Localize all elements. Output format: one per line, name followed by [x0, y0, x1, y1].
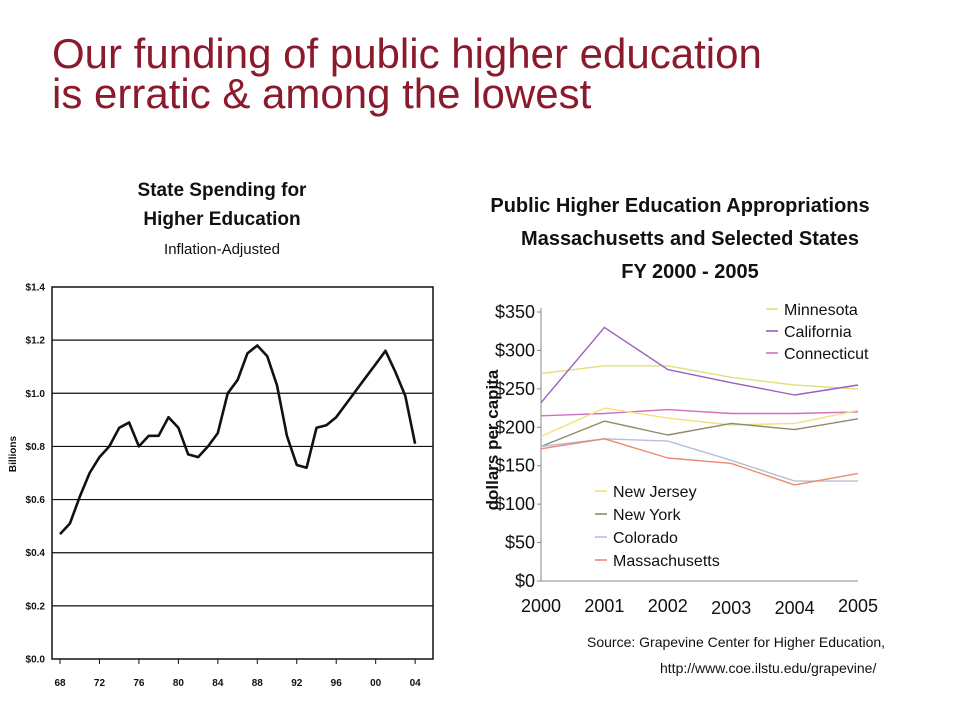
left-y-tick-label: $1.0 [26, 389, 46, 400]
right-series-line [540, 407, 859, 438]
slide-title: Our funding of public higher education i… [52, 30, 762, 117]
left-x-tick-label: 84 [212, 678, 224, 689]
left-x-tick-label: 72 [94, 678, 106, 689]
right-x-tick-label: 2001 [584, 596, 624, 616]
right-series-line [540, 438, 859, 486]
right-y-tick-label: $250 [495, 379, 535, 399]
left-y-tick-label: $0.8 [26, 442, 46, 453]
legend-label: California [784, 324, 852, 341]
legend-label: Connecticut [784, 346, 869, 363]
right-series-line [540, 326, 859, 404]
left-chart-title-1: State Spending for [138, 180, 308, 201]
right-x-tick-label: 2003 [711, 598, 751, 618]
left-y-tick-label: $1.4 [26, 283, 46, 294]
left-x-tick-label: 88 [252, 678, 264, 689]
right-y-tick-label: $50 [505, 533, 535, 553]
left-y-tick-label: $0.2 [26, 601, 46, 612]
right-chart-title-2: Massachusetts and Selected States [521, 228, 859, 250]
right-series-line [540, 408, 859, 417]
right-y-tick-label: $150 [495, 456, 535, 476]
slide-title-line-2: is erratic & among the lowest [52, 70, 592, 117]
slide-title-line-1: Our funding of public higher education [52, 30, 762, 77]
right-chart-title-1: Public Higher Education Appropriations [490, 195, 869, 217]
right-x-tick-label: 2004 [775, 598, 815, 618]
left-x-tick-label: 00 [370, 678, 382, 689]
left-series-line [59, 344, 417, 535]
right-series-line [540, 438, 858, 482]
right-x-tick-label: 2002 [648, 596, 688, 616]
left-y-tick-label: $0.6 [26, 495, 46, 506]
legend-label: Colorado [613, 530, 678, 547]
left-y-tick-label: $0.0 [26, 655, 46, 666]
right-chart-title-3: FY 2000 - 2005 [621, 261, 759, 283]
legend-label: Massachusetts [613, 553, 720, 570]
legend-label: New Jersey [613, 484, 697, 501]
left-x-tick-label: 96 [331, 678, 343, 689]
right-series-line [540, 365, 859, 390]
left-chart-title-2: Higher Education [143, 209, 300, 230]
left-plot-frame [51, 286, 434, 660]
left-x-tick-label: 68 [54, 678, 66, 689]
source-note-line-2: http://www.coe.ilstu.edu/grapevine/ [660, 660, 876, 676]
right-y-tick-label: $350 [495, 302, 535, 322]
right-y-tick-label: $100 [495, 494, 535, 514]
right-series-line [540, 418, 859, 448]
right-chart-ylabel: dollars per capita [483, 369, 502, 510]
left-chart-subtitle: Inflation-Adjusted [164, 241, 280, 258]
left-y-tick-label: $1.2 [26, 336, 46, 347]
left-x-tick-label: 80 [173, 678, 185, 689]
left-chart-ylabel: Billions [8, 436, 19, 473]
left-y-tick-label: $0.4 [26, 548, 46, 559]
right-x-tick-label: 2005 [838, 596, 878, 616]
right-y-tick-label: $300 [495, 340, 535, 360]
right-y-tick-label: $0 [515, 571, 535, 591]
left-x-tick-label: 92 [291, 678, 303, 689]
legend-label: Minnesota [784, 302, 858, 319]
source-note-line-1: Source: Grapevine Center for Higher Educ… [587, 634, 885, 650]
right-x-tick-label: 2000 [521, 596, 561, 616]
left-x-tick-label: 04 [410, 678, 422, 689]
right-y-tick-label: $200 [495, 417, 535, 437]
left-x-tick-label: 76 [133, 678, 145, 689]
legend-label: New York [613, 507, 682, 524]
